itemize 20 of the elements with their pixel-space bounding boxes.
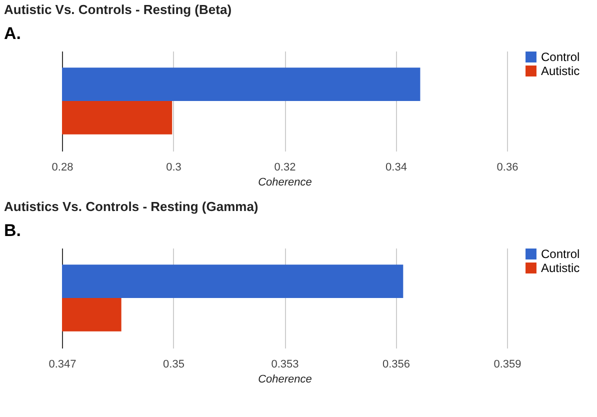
x-axis-title: Coherence bbox=[258, 176, 312, 188]
chart-title: Autistics Vs. Controls - Resting (Gamma) bbox=[4, 199, 258, 214]
chart-title: Autistic Vs. Controls - Resting (Beta) bbox=[4, 2, 232, 17]
x-axis-title: Coherence bbox=[258, 374, 312, 386]
legend-label: Control bbox=[541, 50, 580, 64]
text: A. bbox=[4, 24, 21, 43]
x-tick-label: 0.356 bbox=[382, 358, 410, 370]
x-tick-label: 0.28 bbox=[52, 162, 74, 174]
x-tick-label: 0.36 bbox=[496, 162, 518, 174]
x-tick-label: 0.359 bbox=[494, 358, 522, 370]
legend-label: Control bbox=[541, 247, 580, 261]
x-tick-label: 0.3 bbox=[166, 162, 182, 174]
x-tick-label: 0.347 bbox=[48, 358, 76, 370]
x-tick-label: 0.35 bbox=[163, 358, 184, 370]
x-tick-label: 0.353 bbox=[271, 358, 299, 370]
x-tick-label: 0.32 bbox=[274, 162, 296, 174]
legend-label: Autistic bbox=[541, 64, 580, 78]
legend-label: Autistic bbox=[541, 261, 580, 275]
x-tick-label: 0.34 bbox=[386, 162, 407, 174]
text: B. bbox=[4, 221, 21, 240]
